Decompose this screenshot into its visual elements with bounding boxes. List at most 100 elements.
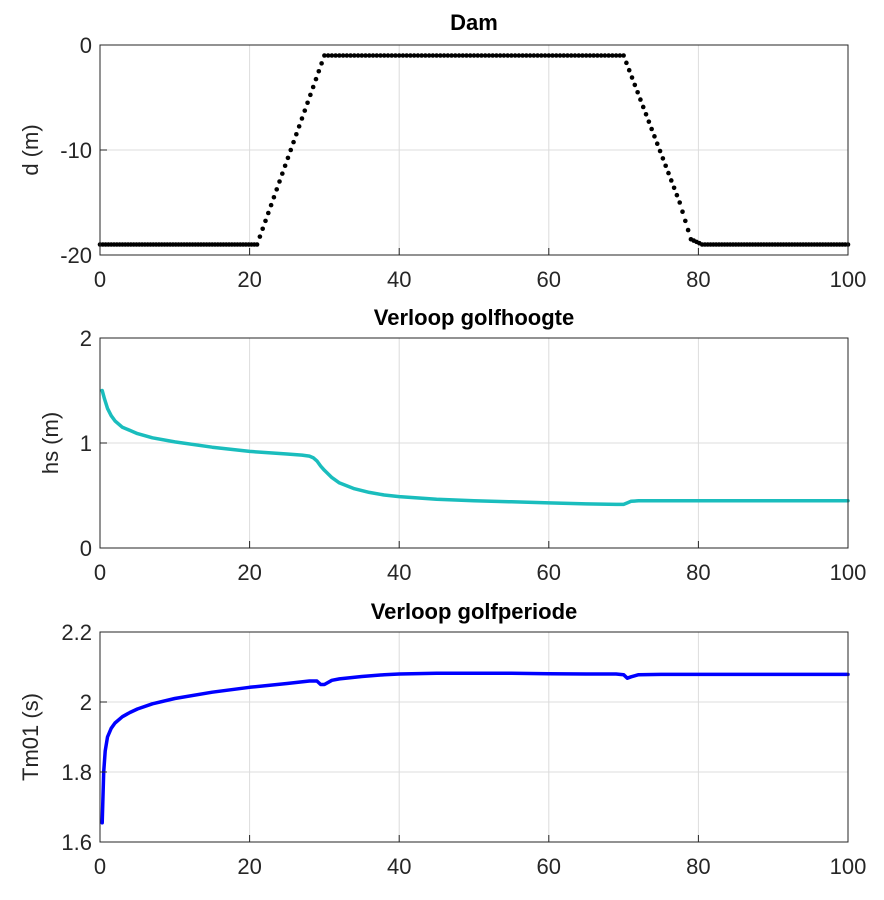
x-tick-label: 100 bbox=[830, 560, 867, 585]
data-point bbox=[546, 53, 552, 58]
data-point bbox=[389, 53, 395, 58]
data-point bbox=[280, 171, 285, 176]
data-point bbox=[445, 53, 451, 58]
data-point bbox=[305, 100, 310, 106]
x-tick-label: 60 bbox=[537, 560, 561, 585]
x-tick-label: 0 bbox=[94, 560, 106, 585]
x-tick-label: 0 bbox=[94, 267, 106, 292]
x-tick-label: 60 bbox=[537, 854, 561, 879]
data-point bbox=[621, 53, 626, 58]
hs-grid bbox=[100, 338, 848, 548]
tm01-axes-frame bbox=[99, 631, 849, 843]
data-point bbox=[591, 53, 596, 58]
data-point bbox=[524, 53, 529, 58]
data-point bbox=[635, 89, 640, 95]
data-point bbox=[516, 53, 522, 58]
data-point bbox=[430, 53, 436, 58]
data-point bbox=[310, 84, 316, 90]
data-point bbox=[319, 61, 324, 66]
data-point bbox=[542, 53, 548, 58]
hs-title: Verloop golfhoogte bbox=[374, 305, 574, 330]
tm01-data-line bbox=[100, 671, 850, 825]
data-point bbox=[282, 163, 288, 169]
data-point bbox=[408, 53, 413, 58]
data-point bbox=[337, 53, 342, 58]
data-point bbox=[583, 53, 589, 58]
dam-x-tick-labels: 0 20 40 60 80 100 bbox=[94, 267, 866, 292]
data-point bbox=[494, 53, 499, 58]
data-point bbox=[598, 53, 604, 58]
dam-y-axis-label: d (m) bbox=[18, 124, 43, 175]
series-line bbox=[100, 388, 850, 507]
data-point bbox=[449, 53, 454, 58]
data-point bbox=[576, 53, 582, 58]
data-point bbox=[257, 234, 263, 239]
x-tick-label: 100 bbox=[830, 267, 867, 292]
data-point bbox=[263, 218, 268, 224]
data-point bbox=[512, 53, 518, 58]
data-point bbox=[254, 242, 260, 247]
data-point bbox=[640, 104, 646, 110]
data-point bbox=[456, 53, 462, 58]
data-point bbox=[568, 53, 574, 58]
data-point bbox=[553, 53, 559, 58]
hs-y-axis-label: hs (m) bbox=[38, 412, 63, 474]
dam-title: Dam bbox=[450, 10, 498, 35]
data-point bbox=[419, 53, 424, 58]
dam-y-tick-labels: -20 -10 0 bbox=[60, 33, 92, 268]
x-tick-label: 100 bbox=[830, 854, 867, 879]
data-point bbox=[363, 53, 368, 58]
data-point bbox=[271, 194, 277, 200]
x-tick-label: 80 bbox=[686, 560, 710, 585]
data-point bbox=[550, 53, 555, 58]
data-point bbox=[613, 53, 619, 58]
data-point bbox=[479, 53, 484, 58]
data-point bbox=[378, 53, 383, 58]
tm01-panel: 0 20 40 60 80 100 1.6 1.8 2 2.2 Verloop golfperi… bbox=[18, 599, 866, 879]
x-tick-label: 40 bbox=[387, 560, 411, 585]
data-point bbox=[471, 53, 477, 58]
data-point bbox=[441, 53, 447, 58]
data-point bbox=[646, 119, 652, 124]
y-tick-label: 2 bbox=[80, 690, 92, 715]
x-tick-label: 40 bbox=[387, 267, 411, 292]
data-point bbox=[572, 53, 578, 58]
data-point bbox=[668, 178, 674, 183]
data-point bbox=[520, 53, 525, 58]
data-point bbox=[475, 53, 481, 58]
data-point bbox=[374, 53, 380, 58]
hs-data-line bbox=[100, 388, 850, 507]
data-point bbox=[266, 210, 271, 216]
data-point bbox=[677, 200, 682, 205]
data-point bbox=[666, 170, 671, 176]
series-line bbox=[100, 671, 850, 825]
hs-y-tick-labels: 0 1 2 bbox=[80, 326, 92, 561]
y-tick-label: 0 bbox=[80, 33, 92, 58]
data-point bbox=[313, 76, 319, 82]
data-point bbox=[370, 53, 376, 58]
data-point bbox=[610, 53, 615, 58]
data-point bbox=[438, 53, 443, 58]
data-point bbox=[602, 53, 608, 58]
data-point bbox=[340, 53, 346, 58]
data-point bbox=[329, 53, 335, 58]
data-point bbox=[285, 155, 291, 161]
data-point bbox=[557, 53, 563, 58]
tm01-y-tick-labels: 1.6 1.8 2 2.2 bbox=[61, 620, 92, 855]
data-point bbox=[624, 60, 629, 66]
data-point bbox=[657, 148, 663, 154]
data-point bbox=[660, 156, 666, 161]
data-point bbox=[404, 53, 409, 58]
data-point bbox=[260, 226, 265, 232]
data-point bbox=[501, 53, 507, 58]
data-point bbox=[482, 53, 488, 58]
tm01-grid bbox=[100, 632, 848, 842]
data-point bbox=[291, 139, 296, 145]
data-point bbox=[355, 53, 361, 58]
data-point bbox=[393, 53, 398, 58]
data-point bbox=[423, 53, 428, 58]
data-point bbox=[490, 53, 496, 58]
data-point bbox=[344, 53, 350, 58]
data-point bbox=[535, 53, 540, 58]
